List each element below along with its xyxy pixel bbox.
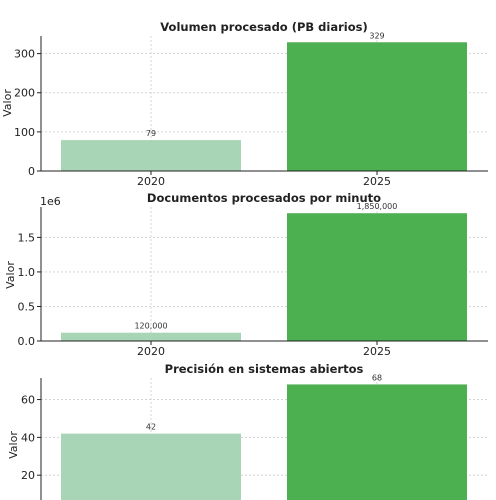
panel-documentos-plot: 120,000 1,850,000 0.0 0.5 1.0 1.5 2020 2025 bbox=[18, 202, 488, 358]
y-tick-label: 300 bbox=[14, 48, 35, 61]
x-tick-label: 2025 bbox=[363, 175, 391, 188]
y-tick-label: 0.5 bbox=[18, 300, 36, 313]
x-tick-label: 2020 bbox=[137, 345, 165, 358]
y-tick-label: 40 bbox=[21, 431, 35, 444]
panel-documentos-offset-label: 1e6 bbox=[40, 195, 61, 208]
y-tick-label: 1.0 bbox=[18, 266, 36, 279]
y-tick-label: 200 bbox=[14, 87, 35, 100]
panel-precision-plot: 42 68 20 40 60 bbox=[21, 373, 488, 500]
panel-volumen-y-axis-label: Valor bbox=[1, 89, 14, 117]
y-tick-label: 0 bbox=[28, 165, 35, 178]
y-tick-label: 60 bbox=[21, 394, 35, 407]
x-tick-label: 2020 bbox=[137, 175, 165, 188]
bar-precision-2020 bbox=[61, 433, 241, 500]
panel-volumen-plot: 79 329 0 100 200 300 2020 2025 bbox=[14, 31, 488, 188]
panel-volumen: Volumen procesado (PB diarios) Valor 79 3… bbox=[1, 20, 488, 188]
data-label-volumen-2020: 79 bbox=[146, 129, 156, 138]
data-label-precision-2025: 68 bbox=[372, 373, 382, 382]
data-label-documentos-2025: 1,850,000 bbox=[357, 202, 398, 211]
data-label-volumen-2025: 329 bbox=[369, 31, 384, 40]
y-tick-label: 20 bbox=[21, 469, 35, 482]
y-tick-label: 1.5 bbox=[18, 231, 36, 244]
panel-documentos-y-axis-label: Valor bbox=[4, 261, 17, 289]
panel-documentos: Documentos procesados por minuto 1e6 Val… bbox=[4, 191, 488, 358]
data-label-precision-2020: 42 bbox=[146, 423, 156, 432]
panel-documentos-title: Documentos procesados por minuto bbox=[147, 191, 381, 205]
panel-volumen-title: Volumen procesado (PB diarios) bbox=[160, 20, 367, 34]
panel-precision-y-axis-label: Valor bbox=[7, 431, 20, 459]
data-label-documentos-2020: 120,000 bbox=[134, 322, 167, 331]
y-tick-label: 0.0 bbox=[18, 335, 36, 348]
bar-precision-2025 bbox=[287, 384, 467, 500]
bar-documentos-2020 bbox=[61, 332, 241, 341]
bar-volumen-2020 bbox=[61, 140, 241, 171]
panel-precision-title: Precisión en sistemas abiertos bbox=[165, 362, 364, 376]
bar-documentos-2025 bbox=[287, 213, 467, 341]
panel-precision: Precisión en sistemas abiertos Valor 42 6… bbox=[7, 362, 488, 500]
y-tick-label: 100 bbox=[14, 126, 35, 139]
bar-volumen-2025 bbox=[287, 42, 467, 172]
x-tick-label: 2025 bbox=[363, 345, 391, 358]
